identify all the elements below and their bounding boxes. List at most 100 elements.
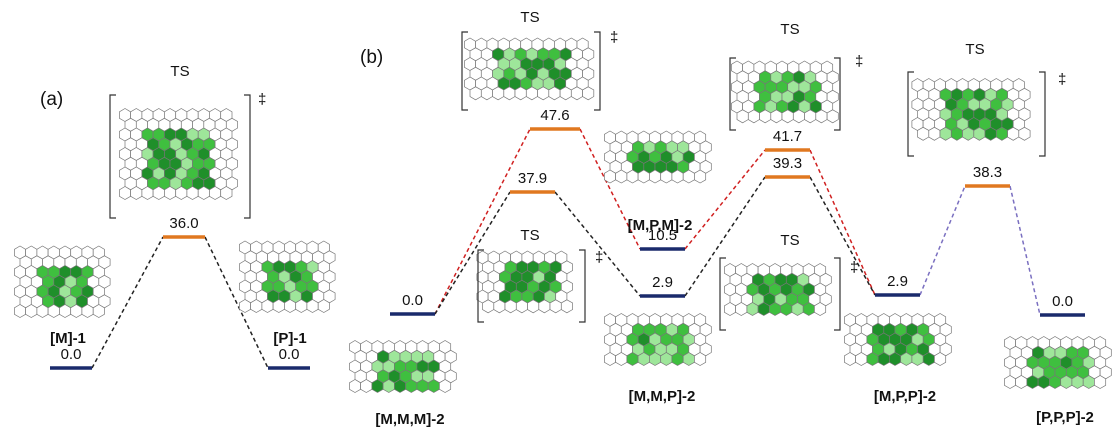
energy-label: 0.0	[1052, 293, 1073, 310]
ring	[539, 300, 550, 313]
ring	[59, 305, 70, 318]
ring	[221, 187, 232, 200]
ring	[724, 303, 735, 316]
ts-label: TS	[965, 41, 984, 58]
ring	[901, 353, 912, 366]
energy-label: 0.0	[402, 292, 423, 309]
ring	[561, 300, 572, 313]
ring	[470, 87, 481, 100]
ring	[793, 110, 804, 123]
ring	[583, 87, 594, 100]
ring	[816, 110, 827, 123]
ring	[198, 187, 209, 200]
species-label: [M,P,M]-2	[628, 217, 693, 234]
ts-label: TS	[520, 227, 539, 244]
dagger: ‡	[1058, 71, 1066, 88]
molecule	[14, 246, 110, 318]
ring	[119, 187, 130, 200]
ring	[604, 353, 615, 366]
ring	[627, 170, 638, 183]
ring	[383, 380, 394, 393]
ring	[26, 305, 37, 318]
species-label: [M]-1	[50, 330, 86, 347]
ring	[616, 170, 627, 183]
ring	[349, 380, 360, 393]
species-label: [M,M,M]-2	[375, 411, 444, 428]
ring	[394, 380, 405, 393]
ring	[803, 303, 814, 316]
ring	[963, 127, 974, 140]
ring	[515, 87, 526, 100]
ring	[661, 353, 672, 366]
dagger: ‡	[855, 53, 863, 70]
panel-label: (a)	[40, 89, 63, 110]
energy-label: 38.3	[973, 164, 1002, 181]
ring	[538, 87, 549, 100]
ts-label: TS	[170, 63, 189, 80]
molecule	[724, 264, 831, 316]
energy-diagram: (a) (b) 0.0[M]-136.0TS‡0.0[P]-10.0[M,M,M…	[0, 0, 1120, 430]
ring	[683, 353, 694, 366]
ring	[627, 353, 638, 366]
ring	[209, 187, 220, 200]
ring	[912, 353, 923, 366]
ring	[929, 127, 940, 140]
ring	[142, 187, 153, 200]
dagger: ‡	[850, 259, 858, 276]
ring	[923, 353, 934, 366]
ring	[153, 187, 164, 200]
ring	[284, 300, 295, 313]
ring	[1027, 376, 1038, 389]
ring	[604, 170, 615, 183]
ring	[771, 110, 782, 123]
species-label: [P]-1	[273, 330, 306, 347]
ring	[1019, 127, 1030, 140]
molecule	[477, 251, 573, 313]
ring	[361, 380, 372, 393]
ring	[672, 353, 683, 366]
ring	[273, 300, 284, 313]
species-label: [M,M,P]-2	[629, 388, 696, 405]
ring	[1072, 376, 1083, 389]
ring	[481, 87, 492, 100]
ring	[131, 187, 142, 200]
ring	[694, 353, 705, 366]
ring	[683, 170, 694, 183]
energy-label: 37.9	[518, 170, 547, 187]
ring	[504, 87, 515, 100]
ring	[747, 303, 758, 316]
ring	[187, 187, 198, 200]
ring	[296, 300, 307, 313]
molecule	[349, 341, 456, 393]
energy-label: 0.0	[61, 346, 82, 363]
ring	[82, 305, 93, 318]
ring	[571, 87, 582, 100]
ring	[307, 300, 318, 313]
ring	[638, 170, 649, 183]
molecule	[604, 314, 711, 366]
energy-label: 2.9	[887, 273, 908, 290]
ring	[769, 303, 780, 316]
ring	[827, 110, 838, 123]
molecule	[604, 131, 711, 183]
energy-label: 36.0	[169, 215, 198, 232]
molecule	[119, 109, 237, 200]
molecule	[731, 61, 838, 123]
ring	[560, 87, 571, 100]
ring	[428, 380, 439, 393]
dagger: ‡	[595, 249, 603, 266]
ring	[760, 110, 771, 123]
ring	[164, 187, 175, 200]
ring	[439, 380, 450, 393]
ring	[974, 127, 985, 140]
molecule	[912, 79, 1030, 141]
ts-label: TS	[780, 21, 799, 38]
ring	[985, 127, 996, 140]
molecule	[844, 314, 951, 366]
ring	[1016, 376, 1027, 389]
ring	[951, 127, 962, 140]
ring	[805, 110, 816, 123]
ring	[737, 110, 748, 123]
ring	[71, 305, 82, 318]
molecule	[239, 241, 335, 313]
